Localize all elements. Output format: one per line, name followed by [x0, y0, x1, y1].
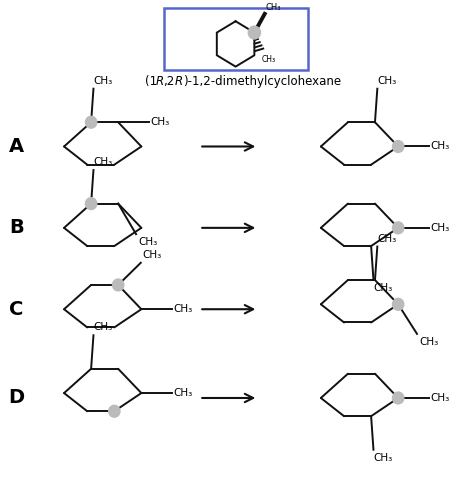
- Circle shape: [109, 405, 120, 417]
- Text: CH₃: CH₃: [377, 234, 397, 244]
- Text: CH₃: CH₃: [374, 453, 393, 463]
- Text: R: R: [175, 75, 183, 88]
- Text: C: C: [9, 300, 24, 319]
- Circle shape: [112, 279, 124, 291]
- Text: CH₃: CH₃: [377, 76, 397, 86]
- Text: CH₃: CH₃: [374, 282, 393, 292]
- Text: CH₃: CH₃: [174, 304, 193, 314]
- Text: (1: (1: [145, 75, 157, 88]
- Text: CH₃: CH₃: [138, 237, 157, 247]
- Text: D: D: [9, 388, 25, 407]
- Text: CH₃: CH₃: [93, 322, 113, 332]
- Text: B: B: [9, 218, 24, 238]
- Text: R: R: [155, 75, 164, 88]
- Text: CH₃: CH₃: [431, 393, 450, 403]
- Text: A: A: [9, 137, 24, 156]
- Circle shape: [85, 117, 97, 128]
- Text: CH₃: CH₃: [431, 223, 450, 233]
- Text: CH₃: CH₃: [265, 3, 281, 12]
- Text: CH₃: CH₃: [93, 76, 113, 86]
- Text: )-1,2-dimethylcyclohexane: )-1,2-dimethylcyclohexane: [183, 75, 341, 88]
- Text: CH₃: CH₃: [93, 157, 113, 167]
- Text: CH₃: CH₃: [151, 117, 170, 127]
- Text: CH₃: CH₃: [262, 55, 275, 64]
- Text: ,2: ,2: [164, 75, 175, 88]
- Text: CH₃: CH₃: [143, 250, 162, 260]
- Circle shape: [392, 140, 404, 152]
- Text: CH₃: CH₃: [431, 141, 450, 151]
- Circle shape: [392, 392, 404, 404]
- Circle shape: [392, 298, 404, 310]
- Circle shape: [85, 198, 97, 210]
- Text: CH₃: CH₃: [419, 337, 438, 347]
- Circle shape: [248, 26, 261, 39]
- Text: CH₃: CH₃: [174, 388, 193, 398]
- Bar: [164, 8, 308, 70]
- Circle shape: [392, 222, 404, 234]
